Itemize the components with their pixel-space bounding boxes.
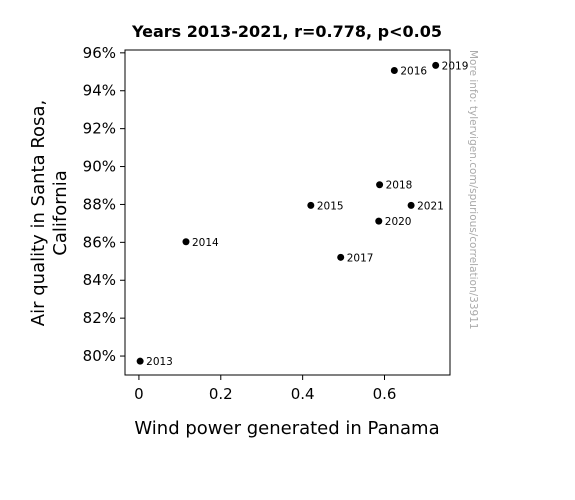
y-axis-label-line-2: California	[50, 170, 71, 255]
data-point	[136, 357, 144, 365]
x-tick-label: 0.2	[209, 385, 233, 403]
x-tick-label: 0	[134, 385, 144, 403]
data-point-label: 2020	[385, 216, 412, 228]
chart-title: Years 2013-2021, r=0.778, p<0.05	[131, 22, 442, 41]
x-axis-label: Wind power generated in Panama	[134, 418, 439, 439]
y-tick-label: 88%	[83, 195, 116, 213]
data-point-label: 2017	[347, 252, 374, 264]
y-tick-label: 84%	[83, 271, 116, 289]
data-point	[407, 201, 415, 209]
y-axis-label: Air quality in Santa Rosa, California	[28, 100, 71, 326]
y-tick-label: 80%	[83, 347, 116, 365]
x-tick-label: 0.4	[291, 385, 315, 403]
data-point	[432, 61, 440, 69]
y-tick-label: 92%	[83, 120, 116, 138]
watermark-text: More info: tylervigen.com/spurious/corre…	[467, 50, 479, 330]
data-point	[375, 217, 383, 225]
data-point	[182, 238, 190, 246]
plot-frame	[124, 49, 451, 376]
data-point-label: 2018	[386, 180, 413, 192]
data-point-label: 2014	[192, 237, 219, 249]
y-tick-label: 94%	[83, 82, 116, 100]
data-point	[307, 201, 315, 209]
data-point	[376, 181, 384, 189]
data-point-label: 2015	[317, 200, 344, 212]
y-tick-label: 86%	[83, 233, 116, 251]
data-point-label: 2019	[442, 60, 469, 72]
data-point	[390, 66, 398, 74]
data-points: 2013 2014 2015 2016 2017 2018 2019 2020 2021	[136, 60, 469, 368]
data-point-label: 2016	[400, 65, 427, 77]
y-tick-label: 96%	[83, 44, 116, 62]
y-axis-label-line-1: Air quality in Santa Rosa,	[28, 100, 49, 326]
x-tick-label: 0.6	[373, 385, 397, 403]
data-point-label: 2021	[417, 200, 444, 212]
y-axis: 80% 82% 84% 86% 88% 90% 92% 94% 96%	[83, 44, 125, 365]
data-point	[337, 253, 345, 261]
x-axis: 0 0.2 0.4 0.6	[134, 375, 396, 403]
y-tick-label: 90%	[83, 158, 116, 176]
y-tick-label: 82%	[83, 309, 116, 327]
data-point-label: 2013	[146, 356, 173, 368]
